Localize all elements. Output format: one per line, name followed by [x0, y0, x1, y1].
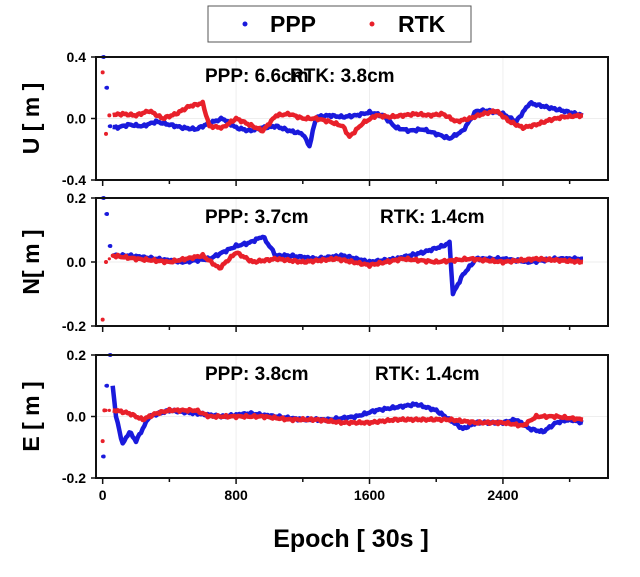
- rms-annotation-rtk: RTK: 3.8cm: [290, 66, 395, 87]
- legend: PPP RTK: [207, 5, 472, 43]
- legend-marker-ppp: [242, 21, 248, 27]
- series-ppp-line: [110, 385, 584, 446]
- legend-label-ppp: PPP: [270, 11, 316, 37]
- y-tick-label: 0.0: [67, 409, 87, 425]
- y-axis-label: N[ m ]: [18, 229, 44, 294]
- y-tick-label: 0.2: [67, 347, 87, 363]
- rms-annotation-ppp: PPP: 6.6cm: [205, 66, 309, 87]
- data-point-rtk: [104, 132, 108, 136]
- y-tick-label: 0.4: [67, 49, 87, 65]
- y-tick-label: 0.2: [67, 190, 87, 206]
- x-tick-label: 2400: [487, 487, 518, 503]
- data-point-rtk: [104, 408, 108, 412]
- data-point-rtk: [107, 408, 111, 412]
- data-point-ppp: [104, 86, 108, 90]
- rms-annotation-ppp: PPP: 3.8cm: [205, 364, 309, 385]
- x-tick-label: 0: [99, 487, 107, 503]
- data-point-ppp: [107, 124, 111, 128]
- data-point-ppp: [101, 454, 105, 459]
- series-ppp-line: [112, 234, 584, 297]
- x-tick-label: 1600: [354, 487, 385, 503]
- panel-3: 0.2 0.0 -0.2 0 800 1600 2400 E [ m ] PPP: 3.8cm R…: [18, 347, 609, 503]
- y-tick-label: -0.4: [62, 172, 86, 188]
- data-point-rtk: [110, 253, 115, 258]
- y-axis-label: U [ m ]: [18, 83, 44, 155]
- data-point-rtk: [107, 257, 111, 261]
- data-point-ppp: [107, 244, 111, 248]
- rms-annotation-rtk: RTK: 1.4cm: [380, 207, 485, 228]
- y-tick-label: -0.2: [62, 318, 86, 334]
- y-axis-label: E [ m ]: [18, 381, 44, 451]
- data-point-rtk: [104, 260, 108, 264]
- panel-2: 0.2 0.0 -0.2 N[ m ] PPP: 3.7cm RTK: 1.4cm: [18, 190, 609, 334]
- series-rtk-line: [112, 99, 584, 139]
- legend-marker-rtk: [369, 21, 375, 27]
- x-axis-label: Epoch [ 30s ]: [273, 525, 429, 553]
- data-point-ppp: [104, 384, 108, 388]
- rms-annotation-rtk: RTK: 1.4cm: [375, 364, 480, 385]
- data-point-rtk: [107, 113, 111, 118]
- rms-annotation-ppp: PPP: 3.7cm: [205, 207, 309, 228]
- legend-label-rtk: RTK: [398, 11, 446, 37]
- x-tick-label: 800: [224, 487, 248, 503]
- y-tick-label: 0.0: [67, 111, 87, 127]
- legend-box: [207, 5, 472, 43]
- data-point-rtk: [101, 70, 105, 74]
- y-tick-label: 0.0: [67, 254, 87, 270]
- data-point-rtk: [101, 318, 105, 322]
- y-tick-label: -0.2: [62, 470, 86, 486]
- data-point-ppp: [104, 212, 108, 216]
- data-point-rtk: [101, 439, 105, 443]
- series-rtk-line: [112, 406, 584, 429]
- series-rtk-line: [112, 250, 584, 271]
